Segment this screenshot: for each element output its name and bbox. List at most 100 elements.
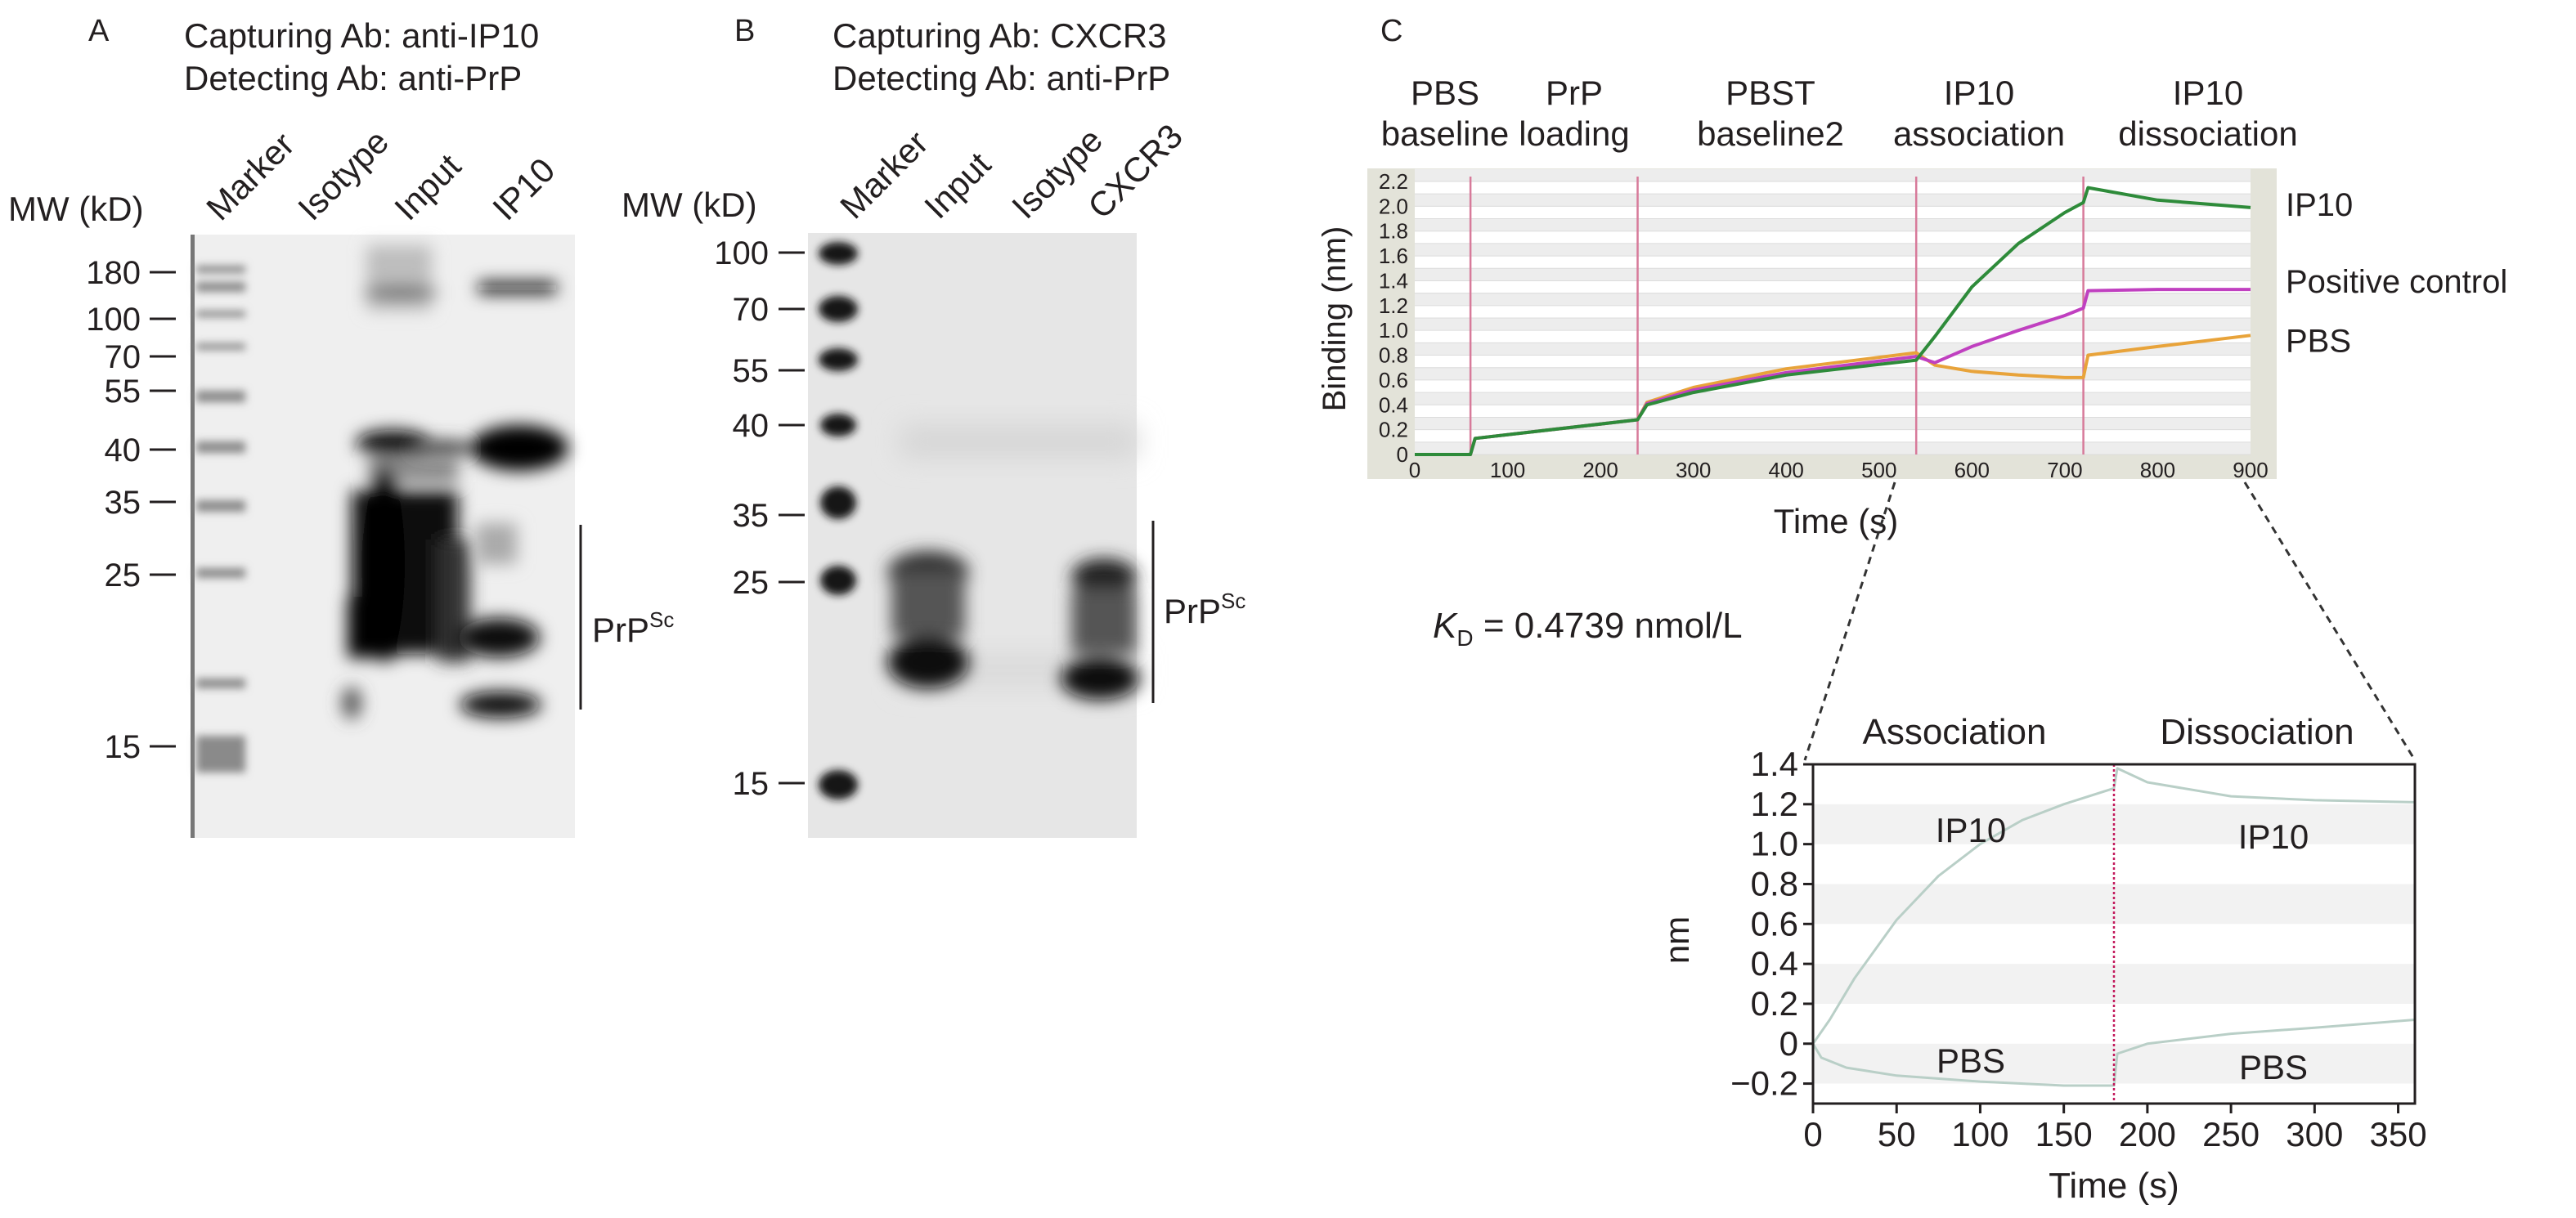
x-tick-label: 300 xyxy=(1676,458,1711,482)
phase-label-line2: loading xyxy=(1519,114,1629,153)
panel-a-mw-label: MW (kD) xyxy=(8,190,144,228)
phase-label-line1: IP10 xyxy=(1944,74,2014,112)
panel-b-mw-tick-label: 35 xyxy=(733,498,770,534)
y-tick-label: 2.2 xyxy=(1379,169,1408,194)
x-tick-label: 300 xyxy=(2286,1115,2343,1153)
grid-band xyxy=(1415,194,2251,207)
grid-band xyxy=(1415,417,2251,430)
y-tick-label: 2.0 xyxy=(1379,194,1408,218)
y-tick-label: 1.6 xyxy=(1379,244,1408,268)
panel-a-mw-tick-label: 25 xyxy=(105,558,141,593)
x-tick-label: 100 xyxy=(1490,458,1525,482)
y-tick-label: 1.0 xyxy=(1751,825,1798,863)
panel-b-prpsc-sup: Sc xyxy=(1221,589,1245,613)
panel-b-prpsc-label: PrPSc xyxy=(1164,589,1245,630)
phase-label-line2: baseline2 xyxy=(1697,114,1844,153)
panel-a: A Capturing Ab: anti-IP10 Detecting Ab: … xyxy=(8,14,674,838)
grid-band xyxy=(1415,168,2251,181)
grid-band xyxy=(1415,243,2251,257)
panel-b-lane-label: Input xyxy=(917,145,999,226)
chart-bottom-xlabel: Time (s) xyxy=(2049,1166,2179,1206)
chart-bottom-annotation: IP10 xyxy=(1936,811,2006,849)
y-tick-label: 0.2 xyxy=(1751,984,1798,1023)
series-line-ip10 xyxy=(1415,186,2251,456)
y-tick-label: 1.4 xyxy=(1379,268,1408,293)
grid-band xyxy=(1415,268,2251,281)
chart-top-y-tick-labels: 2.22.01.81.61.41.21.00.80.60.40.20 xyxy=(1379,169,1408,467)
chart-bottom-x-tick-labels: 0 50 100 150 200 250 300 350 xyxy=(1803,1104,2427,1153)
kd-subscript: D xyxy=(1456,625,1473,651)
series-line-pbs xyxy=(1811,1019,2416,1087)
y-tick-label: 0.6 xyxy=(1751,904,1798,943)
x-tick-label: 150 xyxy=(2035,1115,2093,1153)
grid-band xyxy=(1415,293,2251,306)
panel-a-mw-tick-label: 35 xyxy=(105,485,141,521)
x-tick-label: 700 xyxy=(2047,458,2082,482)
panel-a-lane-label: Marker xyxy=(199,125,302,228)
chart-top-x-tick-labels: 0 100 200 300 400 500 600 700 800 900 xyxy=(1409,458,2269,482)
chart-top-xlabel: Time (s) xyxy=(1774,502,1898,540)
phase-label-line2: baseline xyxy=(1381,114,1509,153)
panel-a-mw-ticks: 180 100 70 55 40 35 25 15 xyxy=(86,255,176,765)
panel-b-lane-label: CXCR3 xyxy=(1080,116,1190,226)
chart-top: 2.22.01.81.61.41.21.00.80.60.40.20 0 100 2… xyxy=(1317,168,2507,540)
panel-a-lane-label: IP10 xyxy=(485,150,562,227)
grid-band xyxy=(1415,441,2251,455)
x-tick-label: 600 xyxy=(1954,458,1990,482)
panel-b-detecting-label: Detecting Ab: anti-PrP xyxy=(832,59,1170,97)
grid-band xyxy=(1415,343,2251,356)
x-tick-label: 0 xyxy=(1409,458,1420,482)
x-tick-label: 400 xyxy=(1769,458,1804,482)
zoom-connectors xyxy=(1803,481,2417,761)
x-tick-label: 200 xyxy=(1582,458,1618,482)
chart-bottom-annotation: IP10 xyxy=(2238,817,2309,856)
x-tick-label: 500 xyxy=(1861,458,1896,482)
y-tick-label: 0.4 xyxy=(1751,944,1798,983)
chart-top-phase-boundaries xyxy=(1469,177,2085,455)
chart-bottom-grid xyxy=(1813,804,2415,1084)
x-tick-label: 350 xyxy=(2370,1115,2427,1153)
phase-label-line1: PBS xyxy=(1411,74,1479,112)
phase-label-line2: dissociation xyxy=(2118,114,2297,153)
panel-b-blot xyxy=(808,233,1139,838)
chart-bottom-series xyxy=(1811,767,2416,1087)
panel-b: B Capturing Ab: CXCR3 Detecting Ab: anti… xyxy=(622,14,1245,838)
y-tick-label: 0.8 xyxy=(1379,343,1408,368)
y-tick-label: 0 xyxy=(1779,1024,1798,1063)
grid-band xyxy=(1415,392,2251,405)
panel-b-mw-ticks: 100 70 55 40 35 25 15 xyxy=(714,235,805,802)
panel-b-lane-labels: Marker Input Isotype CXCR3 xyxy=(832,116,1190,226)
chart-bottom-section-association: Association xyxy=(1862,712,2046,752)
panel-a-mw-tick-label: 40 xyxy=(105,432,141,468)
y-tick-label: 1.4 xyxy=(1751,745,1798,783)
chart-top-legend-positive-control: Positive control xyxy=(2286,264,2507,300)
panel-a-mw-tick-label: 100 xyxy=(86,302,141,338)
panel-a-prpsc-base: PrP xyxy=(592,611,649,649)
panel-b-capturing-label: Capturing Ab: CXCR3 xyxy=(832,16,1167,55)
y-tick-label: 1.8 xyxy=(1379,219,1408,244)
panel-a-lane-label: Input xyxy=(387,146,469,228)
phase-label-line1: PBST xyxy=(1726,74,1815,112)
y-tick-label: 1.2 xyxy=(1379,293,1408,318)
phase-labels: PBS baseline PrP loading PBST baseline2 … xyxy=(1381,74,2298,153)
chart-bottom: Association Dissociation 1.41.21.00.80.6… xyxy=(1658,712,2427,1206)
grid-band xyxy=(1813,964,2415,1004)
chart-top-legend-ip10: IP10 xyxy=(2286,187,2353,223)
x-tick-label: 250 xyxy=(2202,1115,2260,1153)
panel-b-mw-tick-label: 40 xyxy=(733,408,770,444)
chart-bottom-annotation: PBS xyxy=(1936,1041,2005,1080)
panel-a-lane-labels: Marker Isotype Input IP10 xyxy=(199,122,562,227)
chart-top-series xyxy=(1415,186,2251,456)
panel-a-prpsc-sup: Sc xyxy=(649,607,674,632)
y-tick-label: −0.2 xyxy=(1730,1064,1798,1103)
panel-a-capturing-label: Capturing Ab: anti-IP10 xyxy=(184,16,539,55)
y-tick-label: 0.8 xyxy=(1751,864,1798,902)
chart-bottom-y-tick-labels: 1.41.21.00.80.60.40.20−0.2 xyxy=(1730,745,1813,1103)
panel-c: C PBS baseline PrP loading PBST baseline… xyxy=(1317,14,2507,1206)
phase-label-line2: association xyxy=(1893,114,2065,153)
panel-a-mw-tick-label: 15 xyxy=(105,729,141,765)
x-tick-label: 50 xyxy=(1878,1115,1916,1153)
panel-a-blot xyxy=(191,235,575,838)
kd-symbol: K xyxy=(1433,606,1458,646)
panel-a-mw-tick-label: 180 xyxy=(86,255,141,291)
